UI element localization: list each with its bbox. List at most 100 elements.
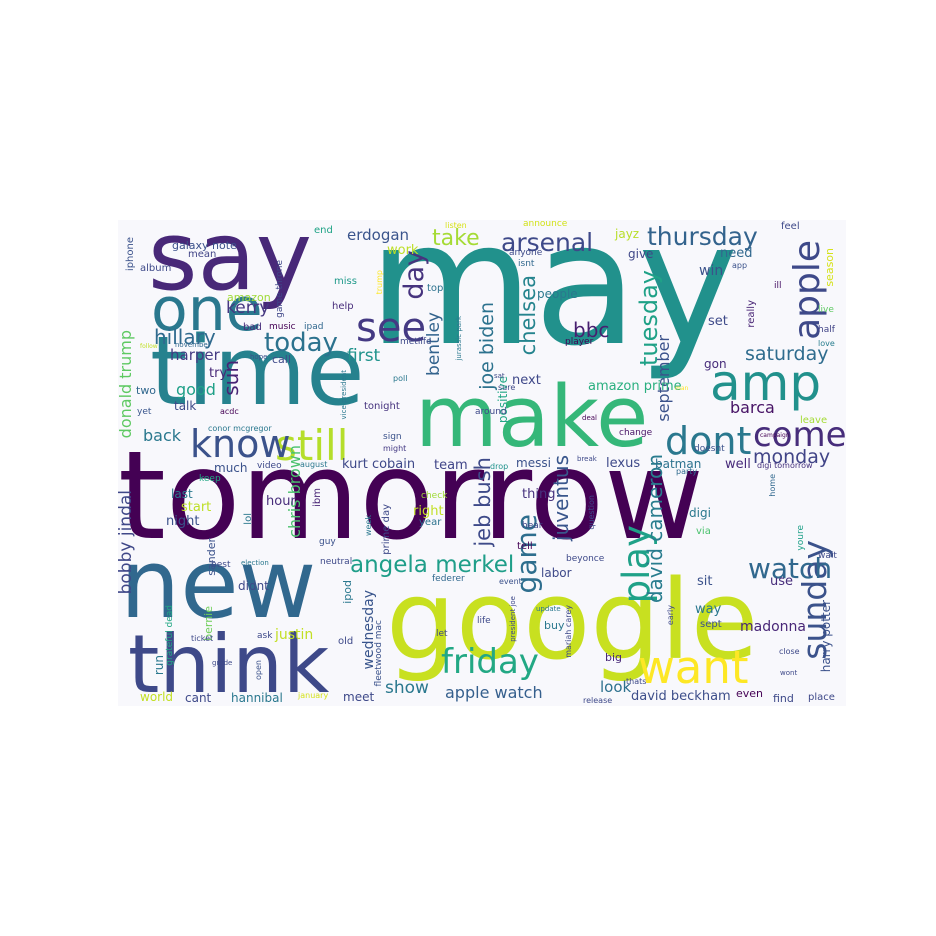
cloud-word-grade: grade (212, 659, 233, 667)
cloud-word-chris-brown: chris brown (285, 445, 304, 538)
cloud-word-season: season (823, 248, 836, 287)
cloud-word-sander: sander (205, 538, 218, 576)
cloud-word-app: app (732, 261, 748, 270)
cloud-word-hour: hour (266, 494, 296, 509)
cloud-word-fleetwood-mac: fleetwood mac (374, 620, 384, 687)
cloud-word-kerry: kerry (226, 298, 270, 318)
cloud-word-doesnt: doesnt (694, 444, 725, 454)
cloud-word-google: google (386, 556, 759, 684)
cloud-word-change: change (619, 428, 653, 438)
cloud-word-angela-merkel: angela merkel (350, 552, 515, 578)
cloud-word-find: find (773, 692, 794, 705)
cloud-word-saturday: saturday (745, 343, 829, 365)
cloud-word-new: new (120, 530, 317, 640)
cloud-word-game-throne: game throne (275, 260, 285, 318)
cloud-word-bad: bad (243, 322, 262, 333)
cloud-word-place: place (808, 692, 835, 703)
cloud-word-help: help (332, 301, 354, 312)
cloud-word-bbc: bbc (573, 318, 610, 342)
cloud-word-kurt-cobain: kurt cobain (342, 457, 416, 472)
cloud-word-event: event (499, 577, 522, 586)
cloud-word-sit: sit (697, 574, 713, 589)
cloud-word-david-cameron: david cameron (643, 454, 667, 604)
cloud-word-buy: buy (544, 619, 565, 632)
cloud-word-bobby-jindal: bobby jindal (118, 490, 136, 595)
cloud-word-give: give (628, 247, 654, 261)
cloud-word-love: love (818, 339, 835, 348)
cloud-word-watch: watch (748, 552, 833, 585)
cloud-word-might: might (383, 444, 407, 453)
cloud-word-youre: youre (796, 525, 806, 551)
cloud-word-call: call (272, 353, 291, 366)
cloud-word-party: party (676, 467, 698, 476)
cloud-word-much: much (214, 461, 248, 475)
cloud-word-see: see (356, 305, 427, 351)
cloud-word-labor: labor (541, 566, 572, 580)
cloud-word-sat: sat (494, 372, 505, 380)
cloud-word-set: set (708, 314, 728, 329)
cloud-word-prime-day: prime day (381, 504, 392, 555)
cloud-word-federer: federer (432, 574, 465, 584)
cloud-word-justin: justin (275, 627, 314, 643)
cloud-word-apple-watch: apple watch (445, 683, 543, 702)
cloud-word-start: start (181, 500, 212, 515)
cloud-word-messi: messi (516, 456, 551, 470)
cloud-word-david-beckham: david beckham (631, 689, 731, 704)
cloud-word-night: night (166, 514, 200, 529)
cloud-word-barca: barca (730, 398, 775, 417)
cloud-word-announce: announce (523, 220, 568, 229)
cloud-word-tomorrow: tomorrow (118, 425, 704, 567)
cloud-word-ipod: ipod (341, 580, 354, 604)
cloud-word-jurassic-park: jurassic park (455, 316, 463, 361)
cloud-word-madonna: madonna (740, 619, 806, 635)
cloud-word-two: two (136, 384, 157, 397)
cloud-word-year: year (419, 517, 442, 528)
cloud-word-meet: meet (343, 690, 375, 704)
cloud-word-time: time (150, 317, 365, 427)
cloud-word-isnt: isnt (518, 259, 535, 269)
cloud-word-ibm: ibm (312, 488, 323, 507)
cloud-word-next: next (512, 373, 541, 388)
cloud-word-come: come (753, 415, 846, 455)
cloud-word-update: update (536, 605, 561, 613)
cloud-word-early: early (666, 605, 675, 626)
cloud-word-world: world (140, 690, 174, 704)
cloud-word-man: man (675, 385, 689, 392)
cloud-word-best: best (211, 560, 231, 570)
cloud-word-hear: hear (522, 521, 543, 531)
cloud-word-well: well (725, 457, 751, 472)
cloud-word-vice-president: vice president (340, 370, 348, 420)
cloud-word-lexus: lexus (606, 456, 641, 471)
cloud-word-leave: leave (800, 415, 828, 426)
cloud-word-home: home (768, 474, 777, 497)
cloud-word-batman: batman (655, 457, 702, 471)
cloud-word-iphone: iphone (125, 237, 136, 272)
cloud-word-last: last (171, 487, 193, 501)
cloud-word-miss: miss (334, 276, 357, 287)
cloud-word-team: team (434, 458, 468, 473)
cloud-word-digi-tomorrow: digi tomorrow (757, 461, 813, 470)
cloud-word-ticket: ticket (191, 634, 214, 643)
cloud-word-good: good (176, 380, 216, 399)
cloud-word-sign: sign (383, 432, 402, 442)
cloud-word-lol: lol (243, 513, 254, 525)
cloud-word-thing: thing (522, 487, 556, 502)
cloud-word-half: half (818, 325, 835, 335)
cloud-word-mariah-carey: mariah carey (564, 605, 573, 658)
cloud-word-make: make (415, 368, 649, 467)
cloud-word-today: today (264, 328, 338, 358)
cloud-word-keep: keep (199, 474, 221, 484)
cloud-word-poll: poll (393, 374, 408, 383)
cloud-word-ipad: ipad (304, 322, 324, 332)
cloud-word-campaign: campaign (760, 432, 790, 439)
cloud-word-amp: amp (710, 354, 822, 412)
cloud-word-hannibal: hannibal (231, 691, 283, 705)
cloud-word-big: big (605, 651, 623, 664)
cloud-word-november: november (175, 341, 211, 349)
cloud-word-video: video (257, 461, 282, 471)
cloud-word-neutral: neutral (320, 557, 353, 567)
cloud-word-drop: drop (490, 462, 509, 471)
cloud-word-check: check (421, 491, 448, 501)
cloud-word-first: first (347, 346, 381, 366)
cloud-word-president-joe: president joe (509, 596, 517, 642)
